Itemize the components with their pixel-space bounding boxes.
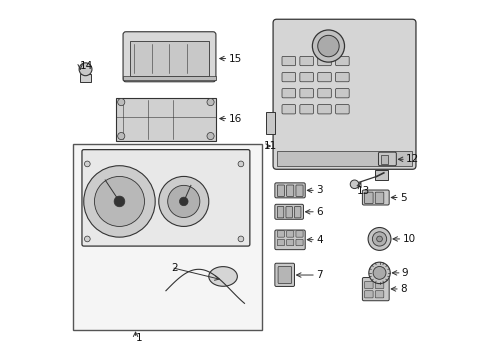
Circle shape bbox=[206, 132, 214, 140]
FancyBboxPatch shape bbox=[82, 150, 249, 246]
Text: 12: 12 bbox=[405, 154, 418, 164]
FancyBboxPatch shape bbox=[282, 89, 295, 98]
FancyBboxPatch shape bbox=[286, 185, 293, 197]
FancyBboxPatch shape bbox=[282, 57, 295, 66]
Circle shape bbox=[368, 262, 389, 284]
FancyBboxPatch shape bbox=[299, 89, 313, 98]
Ellipse shape bbox=[208, 267, 237, 286]
Circle shape bbox=[84, 236, 90, 242]
FancyBboxPatch shape bbox=[265, 112, 274, 134]
FancyBboxPatch shape bbox=[317, 57, 331, 66]
FancyBboxPatch shape bbox=[335, 72, 348, 82]
FancyBboxPatch shape bbox=[130, 41, 208, 76]
FancyBboxPatch shape bbox=[374, 291, 383, 298]
FancyBboxPatch shape bbox=[286, 239, 293, 246]
FancyBboxPatch shape bbox=[335, 89, 348, 98]
FancyBboxPatch shape bbox=[276, 152, 411, 166]
FancyBboxPatch shape bbox=[364, 291, 372, 298]
FancyBboxPatch shape bbox=[335, 105, 348, 114]
FancyBboxPatch shape bbox=[274, 263, 294, 287]
FancyBboxPatch shape bbox=[374, 170, 387, 180]
FancyBboxPatch shape bbox=[317, 72, 331, 82]
Text: 3: 3 bbox=[315, 185, 322, 195]
FancyBboxPatch shape bbox=[274, 230, 305, 249]
Circle shape bbox=[376, 236, 382, 242]
Circle shape bbox=[317, 35, 339, 57]
FancyBboxPatch shape bbox=[362, 278, 388, 301]
Circle shape bbox=[349, 180, 358, 189]
Circle shape bbox=[206, 99, 214, 106]
FancyBboxPatch shape bbox=[299, 72, 313, 82]
Text: 7: 7 bbox=[315, 270, 322, 280]
FancyBboxPatch shape bbox=[274, 183, 305, 198]
FancyBboxPatch shape bbox=[380, 155, 387, 164]
FancyBboxPatch shape bbox=[123, 76, 216, 80]
FancyBboxPatch shape bbox=[285, 206, 292, 218]
FancyBboxPatch shape bbox=[295, 239, 303, 246]
FancyBboxPatch shape bbox=[294, 206, 300, 218]
FancyBboxPatch shape bbox=[277, 185, 284, 197]
FancyBboxPatch shape bbox=[362, 190, 388, 205]
FancyBboxPatch shape bbox=[73, 144, 262, 330]
Text: 13: 13 bbox=[356, 186, 369, 197]
Text: 8: 8 bbox=[399, 284, 406, 294]
Text: 11: 11 bbox=[264, 141, 277, 151]
Circle shape bbox=[238, 161, 244, 167]
Circle shape bbox=[238, 236, 244, 242]
Text: 10: 10 bbox=[402, 234, 415, 244]
FancyBboxPatch shape bbox=[282, 105, 295, 114]
Circle shape bbox=[312, 30, 344, 62]
Text: 15: 15 bbox=[228, 54, 241, 64]
FancyBboxPatch shape bbox=[278, 266, 291, 284]
Circle shape bbox=[79, 63, 92, 76]
FancyBboxPatch shape bbox=[299, 105, 313, 114]
FancyBboxPatch shape bbox=[378, 152, 395, 166]
Text: 4: 4 bbox=[315, 235, 322, 245]
Circle shape bbox=[118, 99, 124, 106]
FancyBboxPatch shape bbox=[364, 282, 372, 289]
Text: 9: 9 bbox=[401, 268, 407, 278]
FancyBboxPatch shape bbox=[364, 192, 372, 203]
FancyBboxPatch shape bbox=[335, 57, 348, 66]
Circle shape bbox=[159, 176, 208, 226]
Text: 5: 5 bbox=[399, 193, 406, 203]
Text: 14: 14 bbox=[80, 61, 93, 71]
FancyBboxPatch shape bbox=[80, 74, 91, 82]
FancyBboxPatch shape bbox=[123, 32, 216, 82]
Circle shape bbox=[372, 266, 385, 279]
FancyBboxPatch shape bbox=[277, 231, 284, 237]
Text: 6: 6 bbox=[315, 207, 322, 217]
Text: 2: 2 bbox=[171, 262, 178, 273]
Circle shape bbox=[94, 176, 144, 226]
Circle shape bbox=[118, 132, 124, 140]
Circle shape bbox=[83, 166, 155, 237]
FancyBboxPatch shape bbox=[286, 231, 293, 237]
FancyBboxPatch shape bbox=[272, 19, 415, 169]
FancyBboxPatch shape bbox=[277, 206, 283, 218]
FancyBboxPatch shape bbox=[317, 89, 331, 98]
Circle shape bbox=[84, 161, 90, 167]
FancyBboxPatch shape bbox=[295, 231, 303, 237]
Text: 16: 16 bbox=[228, 113, 241, 123]
FancyBboxPatch shape bbox=[317, 105, 331, 114]
Circle shape bbox=[179, 197, 188, 206]
Circle shape bbox=[167, 185, 200, 217]
Circle shape bbox=[367, 228, 390, 250]
FancyBboxPatch shape bbox=[299, 57, 313, 66]
FancyBboxPatch shape bbox=[374, 192, 383, 203]
FancyBboxPatch shape bbox=[282, 72, 295, 82]
Circle shape bbox=[114, 196, 124, 207]
Circle shape bbox=[372, 232, 386, 246]
FancyBboxPatch shape bbox=[116, 98, 216, 141]
FancyBboxPatch shape bbox=[374, 282, 383, 289]
FancyBboxPatch shape bbox=[274, 204, 303, 219]
FancyBboxPatch shape bbox=[277, 239, 284, 246]
FancyBboxPatch shape bbox=[295, 185, 303, 197]
Text: 1: 1 bbox=[135, 333, 142, 343]
